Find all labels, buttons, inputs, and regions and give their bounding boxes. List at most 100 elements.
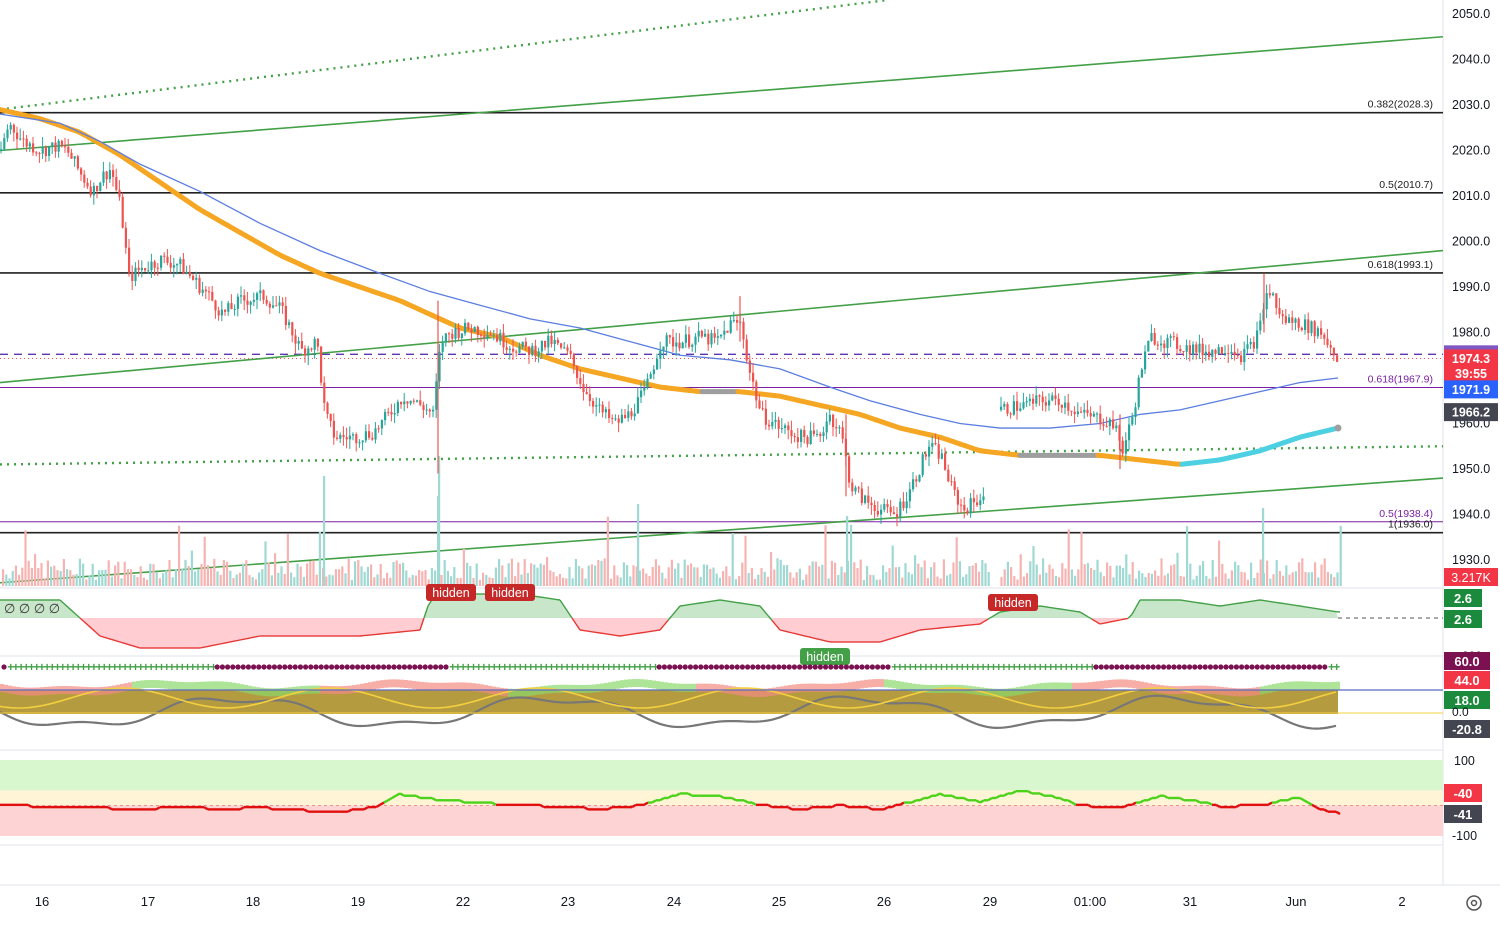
candle-body [1083,410,1085,413]
osc1-line [756,605,760,606]
volume-bar [1224,573,1226,586]
volume-bar [882,565,884,586]
candle-body [256,293,258,300]
osc2-dot-marker [1197,664,1202,669]
candle-body [1176,337,1178,349]
osc1-line [1120,619,1124,620]
osc2-band-cell [888,680,892,688]
volume-bar [1084,564,1086,586]
volume-bar [188,566,190,586]
volume-bar [556,576,558,586]
volume-bar [156,572,158,586]
volume-bar [1026,573,1028,586]
osc2-band-cell [1092,682,1096,690]
candle-body [762,408,764,409]
osc2-dot-marker [303,664,308,669]
osc1-line [220,643,224,644]
volume-bar [517,562,519,586]
volume-bar [162,573,164,586]
volume-bar [629,576,631,586]
osc3-zone-neutral [0,790,1443,805]
osc2-dot-marker [215,664,220,669]
osc2-band-cell [188,682,192,690]
osc2-dot-marker [1114,664,1119,669]
candle-body [243,295,245,300]
fib-level-label: 0.382(2028.3) [1368,99,1433,111]
volume-bar [1032,546,1034,586]
hidden-marker: hidden [806,650,844,664]
candle-body [77,156,79,168]
candle-body [1006,404,1008,414]
candle-body [211,292,213,301]
candle-body [854,487,856,491]
candle-body [653,369,655,374]
candle-body [861,489,863,503]
osc2-dot-marker [724,664,729,669]
volume-bar [1010,567,1012,586]
osc2-band-cell [1108,680,1112,688]
candle-body [848,456,850,482]
volume-bar [1205,576,1207,586]
volume-bar [476,564,478,586]
volume-bar [248,575,250,586]
volume-bar [530,563,532,586]
volume-bar [1256,573,1258,586]
osc2-band-cell [740,688,744,696]
osc2-dot-marker [849,664,854,669]
candle-body [518,347,520,353]
candle-body [451,334,453,339]
price-tag: 39:55 [1455,367,1487,381]
osc2-band-cell [596,684,600,692]
candle-body [1054,395,1056,398]
candle-body [691,345,693,347]
volume-bar [533,565,535,586]
volume-bar [140,566,142,586]
candle-body [1240,355,1242,362]
volume-bar [1282,576,1284,586]
volume-bar [1135,579,1137,586]
price-axis-label: 1990.0 [1452,280,1490,294]
osc1-line [556,599,560,600]
volume-bar [799,569,801,586]
volume-bar [696,567,698,586]
osc1-line [1260,600,1264,601]
osc2-band-cell [1324,682,1328,690]
ma-line [0,114,1338,428]
candle-body [390,412,392,414]
osc2-band-cell [720,685,724,693]
osc2-dot-marker [667,664,672,669]
candle-body [1077,411,1079,414]
osc2-dot-marker [428,664,433,669]
volume-bar [888,568,890,586]
candle-body [157,268,159,269]
candle-body [579,378,581,384]
ema-endpoint [1335,425,1342,432]
candle-body [1208,352,1210,357]
volume-bar [735,579,737,586]
candle-body [1221,347,1223,354]
volume-bar [344,573,346,586]
osc2-band-cell [788,685,792,693]
candle-body [1282,314,1284,316]
osc2-band-cell [656,681,660,689]
candle-body [416,400,418,401]
osc2-dot-marker [729,664,734,669]
osc1-line [1232,604,1236,605]
candle-body [752,373,754,382]
osc1-line [1192,602,1196,603]
osc1-line [1308,607,1312,608]
volume-bar [1196,576,1198,586]
candle-body [1266,293,1268,309]
candle-body [464,323,466,334]
osc2-dot-marker [1307,664,1312,669]
time-axis-label: 26 [877,894,891,909]
candle-body [1256,330,1258,348]
volume-bar [824,525,826,586]
osc2-band-cell [264,688,268,696]
candle-body [301,341,303,348]
candle-body [589,394,591,401]
osc1-line [784,631,788,632]
gear-icon[interactable] [1467,896,1481,910]
